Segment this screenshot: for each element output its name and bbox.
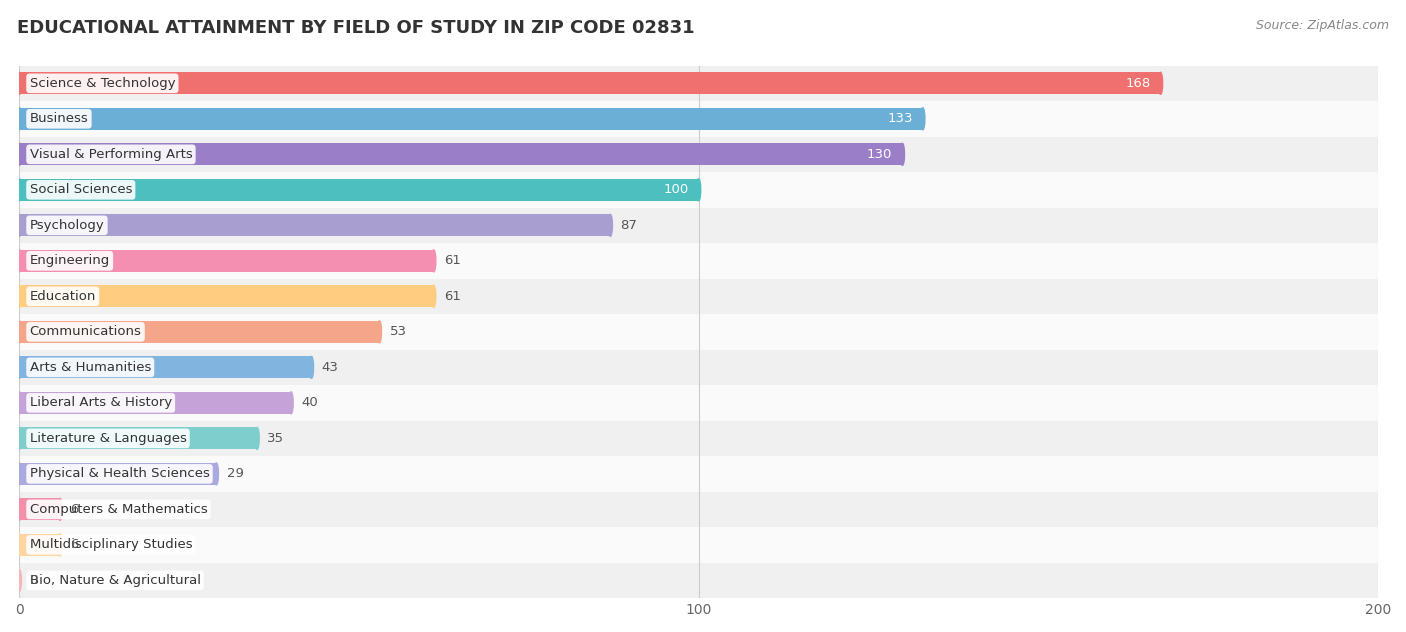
Circle shape: [696, 179, 700, 201]
Text: 53: 53: [389, 325, 406, 338]
Text: Computers & Mathematics: Computers & Mathematics: [30, 503, 207, 516]
Circle shape: [17, 143, 21, 166]
Text: Business: Business: [30, 112, 89, 125]
Bar: [20, 207, 1378, 243]
Text: 6: 6: [70, 538, 79, 551]
Text: Engineering: Engineering: [30, 254, 110, 267]
Circle shape: [377, 321, 381, 343]
Bar: [20, 385, 1378, 421]
Bar: [20, 321, 380, 343]
Circle shape: [609, 214, 613, 236]
Text: 29: 29: [226, 468, 243, 480]
Text: 87: 87: [620, 219, 637, 232]
Bar: [20, 143, 903, 166]
Text: EDUCATIONAL ATTAINMENT BY FIELD OF STUDY IN ZIP CODE 02831: EDUCATIONAL ATTAINMENT BY FIELD OF STUDY…: [17, 19, 695, 37]
Text: Science & Technology: Science & Technology: [30, 77, 176, 90]
Bar: [20, 427, 257, 449]
Bar: [20, 492, 1378, 527]
Circle shape: [17, 285, 21, 307]
Bar: [20, 279, 1378, 314]
Bar: [20, 285, 433, 307]
Bar: [20, 421, 1378, 456]
Text: 100: 100: [664, 183, 689, 197]
Text: Education: Education: [30, 290, 96, 303]
Circle shape: [17, 72, 21, 94]
Circle shape: [309, 356, 314, 379]
Text: 130: 130: [868, 148, 893, 161]
Circle shape: [17, 427, 21, 449]
Bar: [20, 172, 1378, 207]
Circle shape: [432, 285, 436, 307]
Bar: [20, 499, 60, 520]
Circle shape: [17, 356, 21, 379]
Text: Psychology: Psychology: [30, 219, 104, 232]
Bar: [20, 463, 217, 485]
Text: Literature & Languages: Literature & Languages: [30, 432, 187, 445]
Text: 0: 0: [30, 574, 38, 587]
Text: 61: 61: [444, 254, 461, 267]
Bar: [20, 101, 1378, 137]
Circle shape: [17, 214, 21, 236]
Circle shape: [900, 143, 904, 166]
Circle shape: [17, 250, 21, 272]
Circle shape: [17, 463, 21, 485]
Text: 40: 40: [301, 396, 318, 410]
Circle shape: [921, 108, 925, 130]
Text: 133: 133: [887, 112, 912, 125]
Bar: [20, 214, 610, 236]
Circle shape: [17, 179, 21, 201]
Bar: [20, 179, 699, 201]
Bar: [20, 108, 922, 130]
Circle shape: [254, 427, 259, 449]
Bar: [20, 456, 1378, 492]
Circle shape: [432, 250, 436, 272]
Bar: [20, 356, 312, 379]
Text: 35: 35: [267, 432, 284, 445]
Bar: [20, 314, 1378, 349]
Text: Arts & Humanities: Arts & Humanities: [30, 361, 150, 374]
Bar: [20, 527, 1378, 562]
Circle shape: [1159, 72, 1163, 94]
Text: Liberal Arts & History: Liberal Arts & History: [30, 396, 172, 410]
Text: 43: 43: [322, 361, 339, 374]
Text: Bio, Nature & Agricultural: Bio, Nature & Agricultural: [30, 574, 201, 587]
Text: Source: ZipAtlas.com: Source: ZipAtlas.com: [1256, 19, 1389, 32]
Circle shape: [290, 392, 294, 414]
Circle shape: [17, 499, 21, 520]
Circle shape: [17, 534, 21, 556]
Text: 6: 6: [70, 503, 79, 516]
Bar: [20, 72, 1160, 94]
Bar: [20, 243, 1378, 279]
Circle shape: [17, 108, 21, 130]
Text: 61: 61: [444, 290, 461, 303]
Text: Visual & Performing Arts: Visual & Performing Arts: [30, 148, 193, 161]
Bar: [20, 534, 60, 556]
Circle shape: [17, 321, 21, 343]
Text: Communications: Communications: [30, 325, 142, 338]
Circle shape: [17, 569, 21, 592]
Bar: [20, 349, 1378, 385]
Text: Multidisciplinary Studies: Multidisciplinary Studies: [30, 538, 193, 551]
Bar: [20, 137, 1378, 172]
Circle shape: [214, 463, 218, 485]
Bar: [20, 66, 1378, 101]
Bar: [20, 562, 1378, 598]
Text: Physical & Health Sciences: Physical & Health Sciences: [30, 468, 209, 480]
Text: 168: 168: [1125, 77, 1150, 90]
Circle shape: [17, 392, 21, 414]
Text: Social Sciences: Social Sciences: [30, 183, 132, 197]
Circle shape: [58, 499, 62, 520]
Bar: [20, 392, 291, 414]
Circle shape: [58, 534, 62, 556]
Bar: [20, 250, 433, 272]
